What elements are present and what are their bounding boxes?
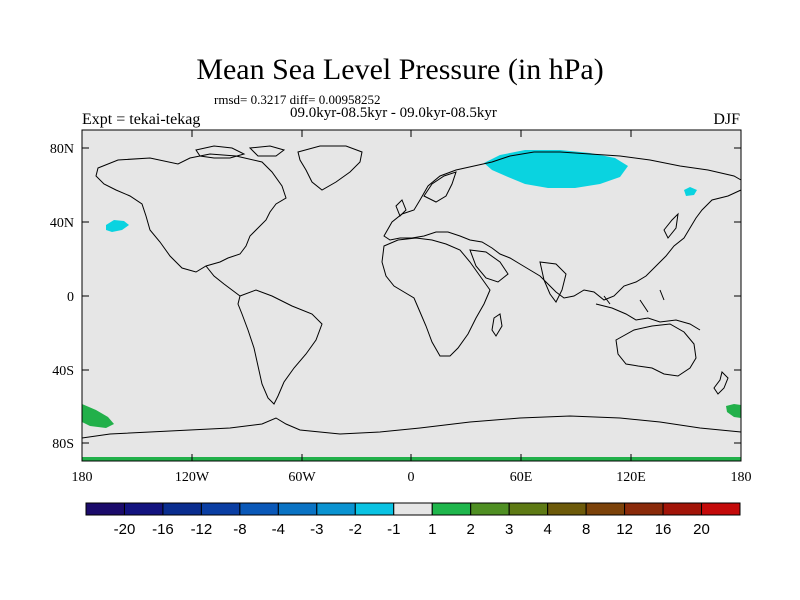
coast-scandinavia <box>423 171 457 203</box>
colorbar-box <box>123 502 164 516</box>
chart-title: Mean Sea Level Pressure (in hPa) <box>196 53 604 86</box>
lat-tick-label: 80S <box>52 437 74 452</box>
colorbar-label: 12 <box>616 521 633 538</box>
colorbar-box <box>508 502 549 516</box>
anomaly-south-pacific-west <box>82 404 114 428</box>
colorbar-label: -8 <box>233 521 246 538</box>
coast-north-america <box>95 153 287 273</box>
lon-tick-label: 0 <box>408 470 415 485</box>
coast-antarctica <box>81 415 742 439</box>
colorbar-box <box>316 502 356 516</box>
map-background <box>82 130 741 461</box>
lon-tick-label: 120W <box>175 470 210 485</box>
period-line: 09.0kyr-08.5kyr - 09.0kyr-08.5kyr <box>290 105 497 121</box>
lat-tick-label: 40N <box>50 216 74 231</box>
experiment-label: Expt = tekai-tekag <box>82 111 201 128</box>
colorbar-label: -4 <box>272 521 285 538</box>
colorbar-label: -16 <box>152 521 174 538</box>
colorbar-label: -3 <box>310 521 323 538</box>
anomaly-siberia <box>484 150 628 188</box>
stats-line: rmsd= 0.3217 diff= 0.00958252 <box>214 92 381 107</box>
lon-tick-label: 60E <box>510 470 533 485</box>
colorbar-box <box>239 502 279 516</box>
coastlines <box>81 145 742 439</box>
colorbar-label: 4 <box>543 521 551 538</box>
colorbar-box <box>431 502 472 516</box>
colorbar-box <box>547 502 587 516</box>
colorbar-boxes <box>85 502 741 516</box>
coast-africa <box>381 237 491 357</box>
colorbar-labels: -20 -16 -12 -8 -4 -3 -2 -1 1 2 3 4 8 12 16 20 <box>114 521 710 538</box>
coast-central-america <box>205 265 241 297</box>
colorbar-box <box>393 502 433 516</box>
colorbar-label: 8 <box>582 521 590 538</box>
colorbar-label: 16 <box>655 521 672 538</box>
colorbar-box <box>470 502 510 516</box>
colorbar-box <box>585 502 626 516</box>
coast-eurasia <box>383 151 742 301</box>
coast-arabia <box>469 249 509 283</box>
lat-tick-label: 80N <box>50 142 74 157</box>
lon-tick-label: 60W <box>288 470 316 485</box>
colorbar-label: -12 <box>191 521 213 538</box>
anomaly-south-pacific-east <box>726 404 741 418</box>
lon-tick-label: 120E <box>616 470 646 485</box>
anomaly-kamchatka <box>684 187 697 196</box>
coast-se-asia-islands <box>595 289 701 331</box>
colorbar: -20 -16 -12 -8 -4 -3 -2 -1 1 2 3 4 8 12 16 20 <box>85 502 741 538</box>
colorbar-box <box>624 502 664 516</box>
colorbar-label: -2 <box>349 521 362 538</box>
anomaly-north-pacific <box>106 220 129 232</box>
colorbar-label: -1 <box>387 521 400 538</box>
coast-india <box>539 261 567 303</box>
colorbar-label: -20 <box>114 521 136 538</box>
colorbar-label: 20 <box>693 521 710 538</box>
lon-tick-label: 180 <box>72 470 93 485</box>
coast-canadian-islands <box>195 145 286 159</box>
latitude-axis: 80N 40N 0 40S 80S <box>50 142 741 452</box>
coast-australia <box>615 323 697 377</box>
colorbar-label: 3 <box>505 521 513 538</box>
colorbar-label: 1 <box>428 521 436 538</box>
lat-tick-label: 40S <box>52 364 74 379</box>
coast-new-zealand <box>713 371 729 395</box>
coast-uk <box>395 199 407 217</box>
lat-tick-label: 0 <box>67 290 74 305</box>
coast-south-america <box>237 289 323 405</box>
season-label: DJF <box>713 111 740 128</box>
coast-madagascar <box>491 313 503 337</box>
colorbar-box <box>162 502 202 516</box>
longitude-axis: 180 120W 60W 0 60E 120E 180 <box>72 130 752 485</box>
colorbar-box <box>662 502 703 516</box>
colorbar-label: 2 <box>467 521 475 538</box>
coast-japan <box>663 212 679 239</box>
colorbar-box <box>85 502 125 516</box>
colorbar-box <box>354 502 395 516</box>
lon-tick-label: 180 <box>731 470 752 485</box>
colorbar-box <box>701 502 741 516</box>
coast-greenland <box>297 145 363 191</box>
colorbar-box <box>200 502 241 516</box>
colorbar-box <box>277 502 318 516</box>
